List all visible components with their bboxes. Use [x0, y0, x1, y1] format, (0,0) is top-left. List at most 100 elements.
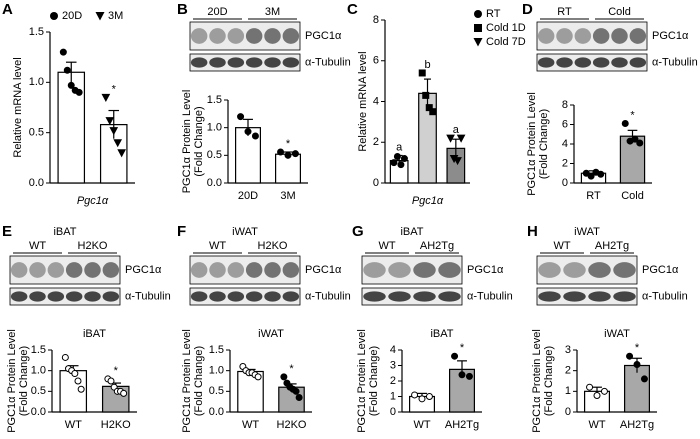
data-point	[465, 372, 473, 380]
annotation: a	[453, 124, 460, 136]
blot-band	[227, 291, 245, 302]
blot-band	[84, 262, 101, 278]
chart-title: iWAT	[604, 328, 630, 340]
data-point	[101, 93, 111, 102]
blot-band	[363, 291, 386, 302]
legend-marker	[95, 12, 105, 21]
blot-band	[245, 28, 263, 44]
y-axis-label: (Fold Change)	[543, 346, 555, 416]
data-point	[451, 352, 459, 360]
blot-band	[245, 57, 263, 68]
y-tick-label: 2	[562, 157, 568, 169]
x-tick-label: H2KO	[277, 419, 307, 431]
legend-marker	[474, 10, 482, 18]
bar	[275, 153, 302, 184]
blot-band	[245, 262, 263, 278]
blot-band-label: α-Tubulin	[642, 290, 688, 302]
data-point	[411, 391, 419, 399]
blot-band-label: α-Tubulin	[125, 290, 171, 302]
blot-band	[65, 262, 83, 278]
y-tick-label: 3	[565, 344, 571, 356]
data-point	[631, 135, 639, 143]
data-point	[418, 395, 426, 403]
data-point	[237, 113, 245, 121]
data-point	[390, 159, 398, 167]
blot-band	[388, 291, 411, 302]
x-tick-label: H2KO	[101, 419, 131, 431]
panel-letter: F	[177, 223, 186, 240]
blot-band	[588, 262, 611, 278]
data-point	[453, 157, 462, 166]
blot-header: iBAT	[400, 226, 423, 238]
data-point	[63, 66, 71, 74]
blot-band	[282, 57, 300, 68]
blot-band	[47, 291, 65, 302]
blot-header: iBAT	[53, 226, 76, 238]
blot-band	[556, 28, 573, 44]
blot-band	[363, 262, 386, 278]
data-point	[67, 81, 75, 89]
y-axis-label: (Fold Change)	[368, 346, 380, 416]
data-point	[446, 134, 455, 143]
annotation: *	[112, 83, 117, 95]
blot-band-label: α-Tubulin	[305, 56, 351, 68]
y-tick-label: 6	[373, 55, 379, 67]
data-point	[59, 48, 67, 56]
y-tick-label: 8	[373, 14, 379, 26]
blot-band	[629, 28, 647, 44]
blot-membrane	[9, 255, 121, 285]
blot-band	[629, 57, 647, 68]
blot-band	[84, 291, 101, 302]
legend-label: Cold 7D	[486, 36, 526, 48]
blot-band	[592, 28, 610, 44]
data-point	[61, 353, 69, 361]
blot-band	[613, 262, 636, 278]
y-tick-label: 0	[390, 406, 396, 418]
annotation: a	[396, 141, 403, 153]
y-axis-label: PGC1α Protein Level	[526, 92, 538, 196]
x-tick-label: Cold	[621, 190, 644, 202]
y-tick-label: 0.5	[207, 149, 222, 161]
x-axis-label: Pgc1α	[412, 195, 444, 207]
y-tick-label: 1.0	[207, 122, 222, 134]
data-point	[633, 360, 641, 368]
y-tick-label: 2	[390, 375, 396, 387]
panel-letter: D	[522, 1, 533, 18]
data-point	[600, 387, 608, 395]
y-tick-label: 0.0	[209, 406, 224, 418]
annotation: *	[289, 363, 294, 375]
y-tick-label: 2	[373, 136, 379, 148]
blot-band	[563, 291, 586, 302]
blot-band	[264, 57, 281, 68]
blot-band	[611, 57, 628, 68]
blot-band	[209, 262, 226, 278]
blot-membrane	[536, 21, 648, 51]
blot-band	[538, 291, 561, 302]
blot-band	[190, 262, 208, 278]
y-tick-label: 2	[565, 365, 571, 377]
y-tick-label: 1.5	[29, 26, 44, 38]
data-point	[277, 148, 285, 156]
y-tick-label: 1.0	[209, 365, 224, 377]
y-tick-label: 1.5	[31, 344, 46, 356]
legend-label: Cold 1D	[486, 22, 526, 34]
blot-header: iWAT	[232, 226, 258, 238]
data-point	[418, 69, 426, 77]
data-point	[113, 139, 123, 148]
blot-band	[264, 262, 281, 278]
data-point	[120, 389, 128, 397]
y-axis-label: Relative mRNA level	[12, 57, 24, 157]
data-point	[456, 134, 466, 143]
y-axis-label: Relative mRNA level	[357, 51, 369, 151]
x-tick-label: AH2Tg	[620, 419, 654, 431]
data-point	[587, 172, 595, 180]
blot-band-label: α-Tubulin	[305, 290, 351, 302]
blot-band	[227, 57, 245, 68]
data-point	[291, 150, 299, 158]
blot-band-label: α-Tubulin	[652, 56, 698, 68]
blot-band	[611, 28, 628, 44]
blot-band	[264, 28, 281, 44]
y-tick-label: 8	[562, 99, 568, 111]
y-tick-label: 0.0	[207, 177, 222, 189]
